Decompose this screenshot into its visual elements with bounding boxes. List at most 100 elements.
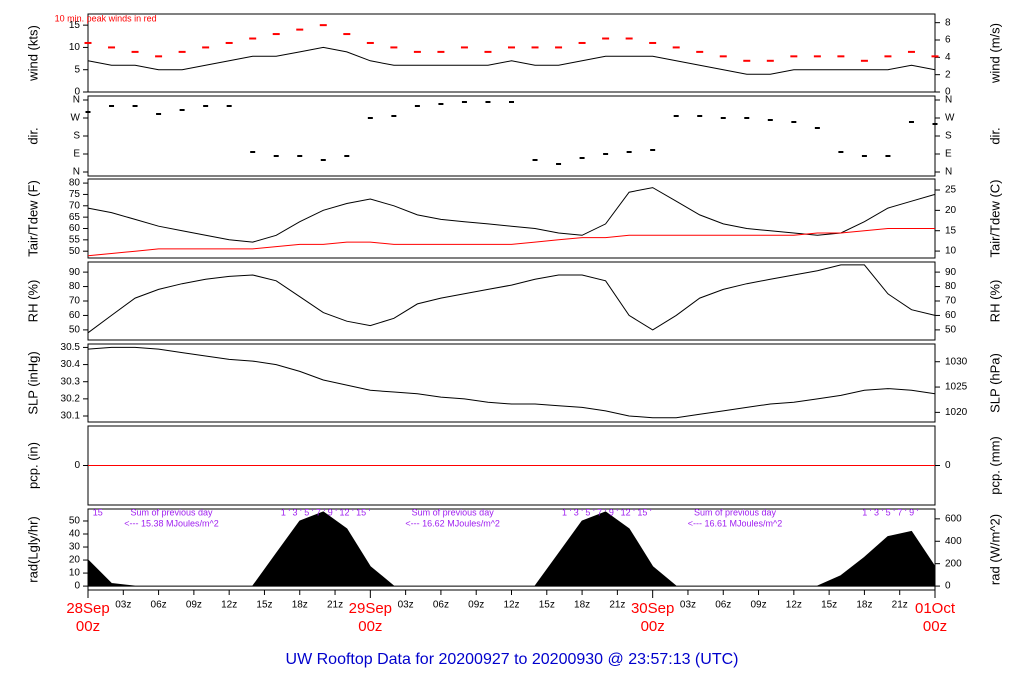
annotation: 1 ' 3 ' 5 ' 7 ' 9 ' 12 ' 15 ': [562, 508, 652, 518]
x-tick-label: 15z: [539, 600, 555, 611]
y-tick-label: 90: [69, 267, 81, 278]
annotation: 15: [93, 508, 103, 518]
annotation: <--- 16.62 MJoules/m^2: [405, 519, 500, 529]
annotation: 1 ' 3 ' 5 ' 7 ' 9 ': [862, 508, 918, 518]
y-tick-label: 80: [69, 178, 81, 189]
y-axis-label: dir.: [25, 127, 40, 144]
x-tick-label: 21z: [892, 600, 908, 611]
y-tick-label: N: [73, 167, 80, 178]
x-tick-label: 03z: [398, 600, 414, 611]
y-tick-label: N: [73, 95, 80, 106]
x-tick-label: 18z: [292, 600, 308, 611]
x-tick-label: 21z: [609, 600, 625, 611]
y-tick-label: 70: [69, 296, 81, 307]
line: [87, 187, 936, 243]
y-tick-label: 60: [69, 223, 81, 234]
y-tick-label: 80: [69, 281, 81, 292]
annotation: <--- 15.38 MJoules/m^2: [124, 519, 219, 529]
y-tick-label: 50: [69, 246, 81, 257]
y2-tick-label: E: [945, 149, 952, 160]
y-tick-label: 0: [74, 87, 80, 98]
y-tick-label: 65: [69, 212, 81, 223]
y-axis-label: wind (kts): [25, 25, 40, 82]
x-tick-label: 12z: [786, 600, 802, 611]
y-tick-label: E: [73, 149, 80, 160]
y-tick-label: 60: [69, 310, 81, 321]
y2-tick-label: 80: [945, 281, 957, 292]
y2-tick-label: 25: [945, 185, 957, 196]
x-tick-label: 03z: [680, 600, 696, 611]
y2-axis-label: pcp. (mm): [987, 436, 1002, 495]
panel-frame: [87, 95, 936, 177]
day-tick-label: 01Oct: [915, 600, 956, 617]
y-tick-label: 30.5: [61, 342, 81, 353]
day-tick-sublabel: 00z: [923, 618, 947, 635]
panel-frame: [87, 343, 936, 423]
annotation: <--- 16.61 MJoules/m^2: [688, 519, 783, 529]
x-tick-label: 09z: [750, 600, 766, 611]
y2-axis-label: SLP (hPa): [987, 353, 1002, 413]
y2-tick-label: 4: [945, 52, 951, 63]
y-tick-label: 50: [69, 325, 81, 336]
y2-tick-label: 6: [945, 35, 951, 46]
y2-tick-label: 10: [945, 246, 957, 257]
y2-tick-label: 0: [945, 460, 951, 471]
y-tick-label: 70: [69, 200, 81, 211]
panel-frame: [87, 13, 936, 93]
day-tick-sublabel: 00z: [358, 618, 382, 635]
y-tick-label: 15: [69, 20, 81, 31]
y2-tick-label: 0: [945, 87, 951, 98]
day-tick-label: 30Sep: [631, 600, 674, 617]
y-tick-label: 10: [69, 568, 81, 579]
y-axis-label: RH (%): [25, 280, 40, 323]
y2-tick-label: 70: [945, 296, 957, 307]
panel-frame: [87, 178, 936, 259]
y-tick-label: 30.1: [61, 411, 81, 422]
y-axis-label: rad(Lgly/hr): [25, 516, 40, 582]
x-tick-label: 03z: [115, 600, 131, 611]
y-tick-label: 30.4: [61, 359, 81, 370]
y2-tick-label: 600: [945, 513, 962, 524]
y-tick-label: 20: [69, 555, 81, 566]
y2-tick-label: W: [945, 113, 955, 124]
y-tick-label: 10: [69, 42, 81, 53]
y-axis-label: Tair/Tdew (F): [25, 180, 40, 257]
chart-title: UW Rooftop Data for 20200927 to 20200930…: [286, 651, 739, 668]
y-tick-label: S: [73, 131, 80, 142]
y2-tick-label: 15: [945, 225, 957, 236]
day-tick-label: 28Sep: [66, 600, 109, 617]
y2-tick-label: 90: [945, 267, 957, 278]
y-tick-label: 30.3: [61, 376, 81, 387]
y2-axis-label: Tair/Tdew (C): [987, 179, 1002, 257]
y-tick-label: 30: [69, 542, 81, 553]
annotation: Sum of previous day: [694, 508, 777, 518]
y2-tick-label: 400: [945, 536, 962, 547]
x-tick-label: 06z: [433, 600, 449, 611]
annotation: Sum of previous day: [131, 508, 214, 518]
x-tick-label: 06z: [715, 600, 731, 611]
x-tick-label: 21z: [327, 600, 343, 611]
annotation: 1 ' 3 ' 5 ' 7 ' 9 ' 12 ' 15 ': [281, 508, 371, 518]
y-tick-label: 0: [74, 460, 80, 471]
x-tick-label: 18z: [574, 600, 590, 611]
x-tick-label: 06z: [151, 600, 167, 611]
y-tick-label: W: [71, 113, 81, 124]
x-tick-label: 12z: [221, 600, 237, 611]
y2-axis-label: wind (m/s): [987, 23, 1002, 84]
x-tick-label: 09z: [468, 600, 484, 611]
y-tick-label: 5: [74, 64, 80, 75]
line: [87, 264, 936, 334]
y-tick-label: 50: [69, 516, 81, 527]
day-tick-sublabel: 00z: [641, 618, 665, 635]
y2-tick-label: 1020: [945, 407, 968, 418]
y2-tick-label: 50: [945, 325, 957, 336]
y-tick-label: 55: [69, 234, 81, 245]
y2-tick-label: 200: [945, 558, 962, 569]
panel-frame: [87, 261, 936, 341]
area: [87, 511, 936, 587]
y2-axis-label: RH (%): [987, 280, 1002, 323]
y-tick-label: 40: [69, 529, 81, 540]
y2-tick-label: 1025: [945, 382, 968, 393]
y2-tick-label: S: [945, 131, 952, 142]
